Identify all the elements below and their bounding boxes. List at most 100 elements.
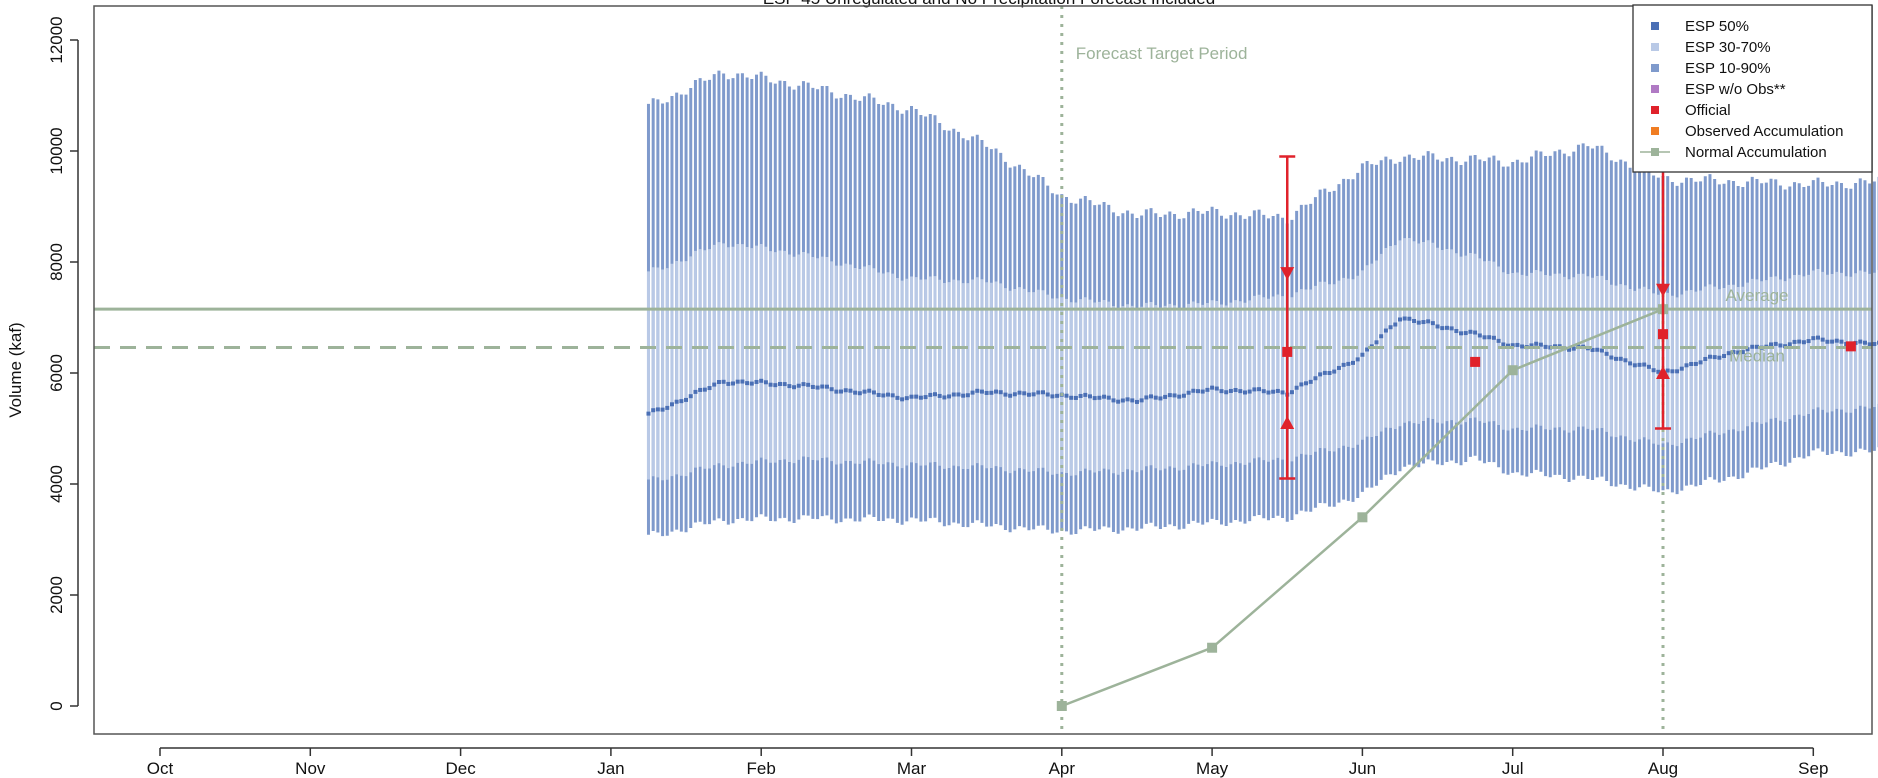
esp-50-point bbox=[1186, 390, 1191, 395]
esp-50-point bbox=[1703, 356, 1708, 361]
esp-50-point bbox=[716, 380, 721, 385]
esp-50-point bbox=[1017, 390, 1022, 395]
esp-50-point bbox=[1722, 353, 1727, 358]
x-tick-label: Dec bbox=[445, 759, 476, 778]
esp-50-point bbox=[773, 383, 778, 388]
esp-50-point bbox=[1811, 336, 1816, 341]
esp-50-point bbox=[1534, 341, 1539, 346]
esp-50-point bbox=[1618, 356, 1623, 361]
x-tick-label: Oct bbox=[147, 759, 174, 778]
esp-50-point bbox=[975, 388, 980, 393]
esp-50-point bbox=[1228, 388, 1233, 393]
esp-50-point bbox=[806, 382, 811, 387]
esp-50-point bbox=[665, 405, 670, 410]
esp-50-point bbox=[1210, 385, 1215, 390]
esp-50-point bbox=[886, 392, 891, 397]
esp-50-point bbox=[1111, 398, 1116, 403]
esp-50-point bbox=[1604, 351, 1609, 356]
legend-swatch bbox=[1651, 148, 1659, 156]
legend-box bbox=[1632, 4, 1873, 173]
esp-50-point bbox=[900, 397, 905, 402]
esp-50-point bbox=[1637, 362, 1642, 367]
esp-50-point bbox=[824, 384, 829, 389]
esp-50-point bbox=[848, 388, 853, 393]
legend: ESP 50% ESP 30-70% ESP 10-90% ESP w/o Obs**… bbox=[1632, 4, 1873, 173]
esp-50-point bbox=[979, 389, 984, 394]
esp-50-point bbox=[1628, 361, 1633, 366]
esp-50-point bbox=[1050, 394, 1055, 399]
esp-50-point bbox=[1778, 343, 1783, 348]
esp-50-point bbox=[801, 382, 806, 387]
esp-50-point bbox=[1374, 340, 1379, 345]
esp-50-point bbox=[1144, 395, 1149, 400]
esp-50-point bbox=[1012, 392, 1017, 397]
esp-50-point bbox=[669, 402, 674, 407]
esp-50-point bbox=[951, 392, 956, 397]
x-tick-label: Sep bbox=[1798, 759, 1828, 778]
esp-50-point bbox=[1797, 339, 1802, 344]
esp-50-point bbox=[890, 393, 895, 398]
esp-50-point bbox=[1510, 343, 1515, 348]
esp-50-point bbox=[754, 379, 759, 384]
esp-50-point bbox=[1360, 352, 1365, 357]
esp-50-point bbox=[1745, 347, 1750, 352]
esp-50-point bbox=[1440, 326, 1445, 331]
esp-50-point bbox=[839, 389, 844, 394]
esp-50-point bbox=[1116, 399, 1121, 404]
official-p70-marker bbox=[1656, 283, 1670, 297]
y-tick-label: 12000 bbox=[47, 16, 66, 63]
esp-50-point bbox=[1642, 362, 1647, 367]
official-p50-marker bbox=[1470, 356, 1481, 367]
legend-label: Official bbox=[1685, 102, 1731, 119]
esp-50-point bbox=[1731, 350, 1736, 355]
esp-50-point bbox=[1698, 360, 1703, 365]
esp-50-point bbox=[862, 389, 867, 394]
esp-50-point bbox=[857, 391, 862, 396]
forecast-period-label: Forecast Target Period bbox=[1076, 44, 1248, 63]
esp-50-point bbox=[815, 385, 820, 390]
esp-50-point bbox=[1520, 344, 1525, 349]
esp-50-point bbox=[651, 408, 656, 413]
esp-50-point bbox=[1609, 355, 1614, 360]
esp-bars-layer bbox=[646, 70, 1878, 537]
esp-50-point bbox=[1830, 339, 1835, 344]
x-tick-label: Aug bbox=[1648, 759, 1678, 778]
legend-label: ESP 30-70% bbox=[1685, 39, 1771, 56]
y-tick-label: 10000 bbox=[47, 127, 66, 174]
esp-50-point bbox=[726, 381, 731, 386]
esp-50-point bbox=[1862, 340, 1867, 345]
esp-50-point bbox=[1355, 357, 1360, 362]
legend-label: ESP 10-90% bbox=[1685, 60, 1771, 77]
esp-50-point bbox=[1252, 387, 1257, 392]
legend-label: Normal Accumulation bbox=[1685, 144, 1827, 161]
official-p50-marker bbox=[1658, 329, 1668, 340]
esp-50-point bbox=[895, 395, 900, 400]
esp-50-point bbox=[1102, 394, 1107, 399]
esp-50-point bbox=[1717, 355, 1722, 360]
legend-swatch bbox=[1651, 64, 1659, 72]
esp-50-point bbox=[1858, 339, 1863, 344]
esp-50-point bbox=[1707, 354, 1712, 359]
official-p30-marker bbox=[1280, 415, 1295, 429]
esp-50-point bbox=[1271, 389, 1276, 394]
esp-50-point bbox=[1233, 387, 1238, 392]
esp-50-point bbox=[1242, 390, 1247, 395]
esp-50-point bbox=[1087, 394, 1092, 399]
esp-50-point bbox=[1299, 382, 1304, 387]
esp-50-point bbox=[1064, 393, 1069, 398]
esp-50-point bbox=[867, 388, 872, 393]
esp-50-point bbox=[1134, 399, 1139, 404]
esp-50-point bbox=[1646, 364, 1651, 369]
esp-50-point bbox=[1459, 331, 1464, 336]
esp-50-point bbox=[1313, 376, 1318, 381]
esp-50-point bbox=[1275, 388, 1280, 393]
esp-50-point bbox=[1308, 379, 1313, 384]
esp-50-point bbox=[871, 390, 876, 395]
esp-50-point bbox=[1421, 320, 1426, 325]
esp-50-point bbox=[745, 381, 750, 386]
esp-50-point bbox=[1590, 347, 1595, 352]
normal-accumulation-point bbox=[1207, 642, 1218, 653]
esp-50-point bbox=[1416, 320, 1421, 325]
esp-50-point bbox=[792, 385, 797, 390]
esp-50-point bbox=[1449, 326, 1454, 331]
